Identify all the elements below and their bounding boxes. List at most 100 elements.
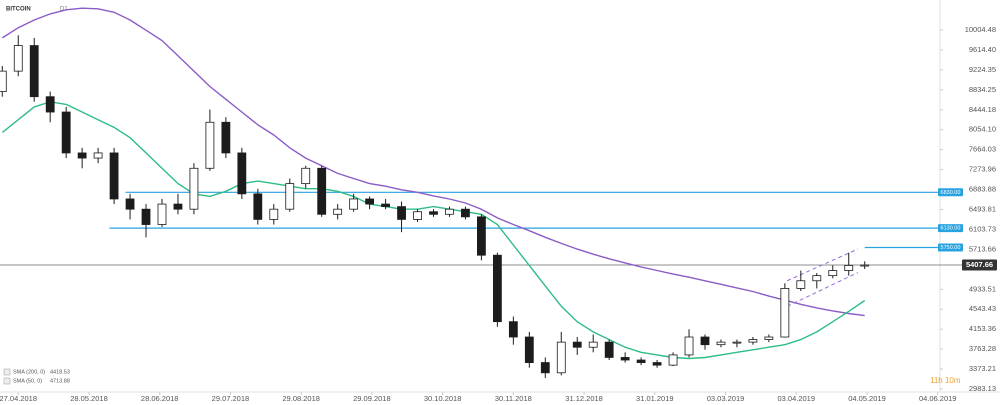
candle-body (157, 203, 167, 225)
legend-icon (3, 377, 11, 385)
y-tick-label: 8444.18 (969, 105, 996, 114)
x-tick-label: 30.11.2018 (495, 394, 532, 403)
candle-body (237, 152, 247, 195)
x-tick-label: 31.12.2018 (565, 394, 603, 403)
candle-body (333, 208, 343, 215)
candle-body (828, 270, 838, 277)
candle-body (205, 121, 215, 169)
y-tick-label: 8054.10 (969, 125, 996, 134)
y-tick-label: 6493.81 (969, 204, 996, 213)
x-tick-label: 28.05.2018 (70, 394, 108, 403)
candle-body (636, 359, 646, 363)
timeframe[interactable]: D1 (60, 7, 68, 13)
x-tick-label: 27.04.2018 (0, 394, 37, 403)
chart-title: BITCOIN (6, 7, 31, 13)
x-tick-label: 30.10.2018 (424, 394, 462, 403)
candle-body (764, 336, 774, 340)
current-price-label: 5407.66 (966, 260, 993, 269)
y-tick-label: 3373.21 (969, 364, 996, 373)
level-box (938, 224, 963, 233)
candle-body (0, 70, 7, 92)
candle-body (413, 211, 422, 220)
candle-body (684, 336, 694, 356)
candle-body (93, 152, 103, 159)
x-tick-label: 28.06.2018 (141, 394, 179, 403)
candle-body (221, 121, 231, 154)
candle-body (508, 321, 518, 338)
candle-body (620, 357, 630, 361)
current-price-box (962, 259, 997, 271)
legend-name: SMA (50, 0) (13, 378, 42, 384)
legend-value: 4713.88 (50, 378, 70, 384)
x-tick-label: 31.01.2019 (636, 394, 674, 403)
candle-body (668, 354, 678, 366)
candle-body (556, 341, 566, 374)
y-tick-label: 3763.28 (969, 344, 996, 353)
y-tick-label: 5713.66 (969, 244, 996, 253)
candle-body (652, 362, 662, 366)
y-tick-label: 9614.40 (969, 45, 996, 54)
candle-body (77, 152, 87, 159)
candle-body (349, 198, 359, 210)
candle-body (29, 45, 39, 98)
y-tick-label: 6883.88 (969, 185, 996, 194)
candle-body (125, 198, 135, 210)
legend-name: SMA (200, 0) (13, 369, 45, 375)
level-label: 6830.00 (941, 190, 961, 196)
candle-body (285, 183, 295, 210)
countdown: 11h 10m (930, 376, 961, 385)
level-label: 5750.00 (941, 245, 961, 251)
candle-body (812, 275, 822, 282)
candle-body (365, 198, 375, 205)
x-tick-label: 04.05.2019 (848, 394, 886, 403)
candle-body (61, 111, 71, 154)
candle-body (141, 208, 151, 225)
level-box (938, 243, 963, 252)
legend-icon (3, 368, 11, 376)
candle-body (492, 254, 502, 323)
candle-body (381, 203, 390, 208)
candle-body (716, 341, 726, 346)
y-tick-label: 8834.25 (969, 85, 996, 94)
y-tick-label: 4543.43 (969, 304, 996, 313)
channel-line (786, 272, 859, 307)
candle-body (588, 341, 598, 348)
candle-body (253, 193, 263, 220)
x-tick-label: 03.04.2019 (777, 394, 815, 403)
x-tick-label: 04.06.2019 (919, 394, 957, 403)
candle-body (189, 167, 199, 210)
candle-body (109, 152, 119, 200)
candle-body (604, 341, 614, 358)
level-label: 6130.00 (941, 226, 961, 232)
candle-body (844, 265, 854, 271)
candle-body (780, 288, 790, 338)
x-tick-label: 29.07.2018 (212, 394, 250, 403)
candle-body (524, 336, 534, 363)
candle-body (700, 336, 710, 346)
x-tick-label: 29.09.2018 (353, 394, 391, 403)
candle-body (269, 208, 279, 220)
candle-body (445, 208, 454, 215)
candle-body (301, 167, 311, 185)
candle-body (397, 206, 406, 220)
candle-body (860, 264, 870, 267)
level-box (938, 188, 963, 197)
candle-body (732, 341, 742, 344)
y-tick-label: 9224.35 (969, 65, 996, 74)
candle-body (173, 203, 183, 210)
candle-body (429, 211, 438, 215)
y-tick-label: 10004.48 (965, 25, 996, 34)
x-tick-label: 03.03.2019 (707, 394, 745, 403)
candle-body (796, 280, 806, 289)
sma-line (1, 101, 866, 360)
channel-line (786, 248, 859, 282)
y-tick-label: 4933.51 (969, 284, 996, 293)
y-tick-label: 4153.36 (969, 324, 996, 333)
candle-body (748, 339, 758, 343)
candle-body (572, 341, 582, 348)
candle-body (461, 208, 470, 218)
candle-body (540, 362, 550, 374)
candle-body (477, 216, 486, 256)
